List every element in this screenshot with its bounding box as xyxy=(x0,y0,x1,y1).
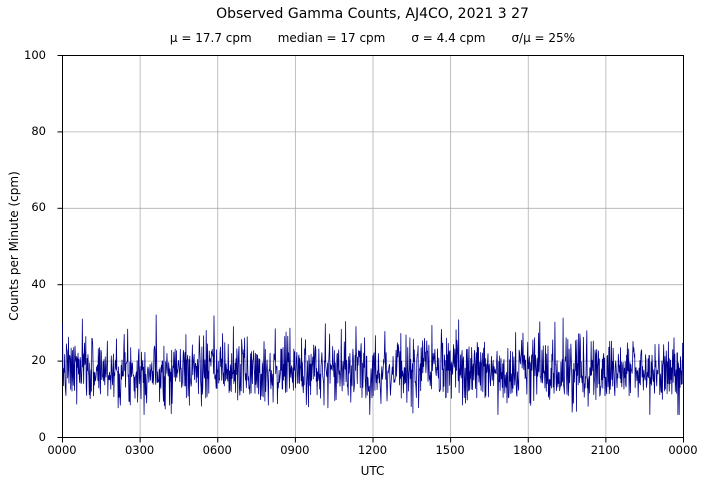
x-tick-label: 0000 xyxy=(668,443,698,457)
x-axis-label: UTC xyxy=(360,464,385,478)
y-tick-label: 20 xyxy=(31,353,46,368)
y-tick-label: 100 xyxy=(24,47,46,62)
x-tick-label: 0600 xyxy=(202,443,232,457)
y-tick-label: 60 xyxy=(31,200,46,215)
x-tick-label: 0300 xyxy=(124,443,155,457)
y-tick-label: 80 xyxy=(31,123,46,138)
x-tick-label: 1200 xyxy=(357,443,388,457)
y-tick-label: 0 xyxy=(38,429,46,444)
x-tick-label: 0900 xyxy=(280,443,310,457)
stat-sigma-over-mu: σ/μ = 25% xyxy=(511,31,576,45)
x-tick-label: 2100 xyxy=(590,443,621,457)
x-tick-label: 1800 xyxy=(513,443,543,457)
chart-title: Observed Gamma Counts, AJ4CO, 2021 3 27 xyxy=(216,6,529,22)
stat-sigma: σ = 4.4 cpm xyxy=(411,31,486,45)
x-tick-label: 1500 xyxy=(435,443,465,457)
chart-stats-subtitle: μ = 17.7 cpm median = 17 cpm σ = 4.4 cpm… xyxy=(62,31,683,45)
stat-mean: μ = 17.7 cpm xyxy=(169,31,252,45)
y-tick-label: 40 xyxy=(31,276,46,291)
stat-median: median = 17 cpm xyxy=(277,31,386,45)
y-tick-labels: 0 20 40 60 80 100 xyxy=(0,48,54,444)
x-tick-labels: 0000 0300 0600 0900 1200 1500 1800 2100 0000 xyxy=(0,443,705,459)
plot-area xyxy=(56,55,689,443)
x-tick-label: 0000 xyxy=(47,443,77,457)
